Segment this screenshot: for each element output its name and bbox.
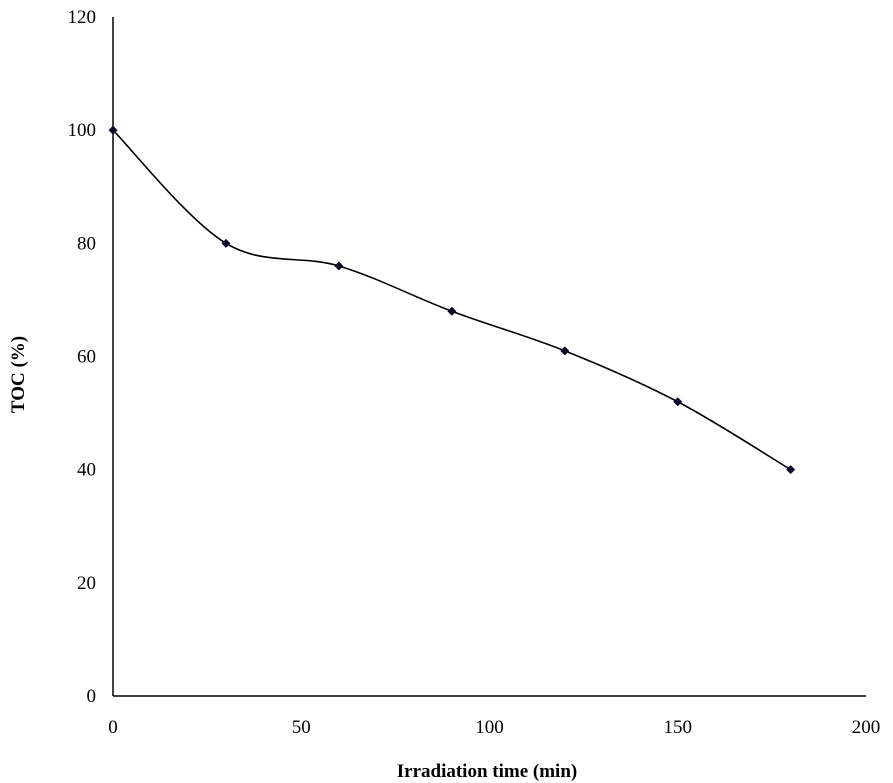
y-tick-label: 60 [77, 347, 96, 368]
y-tick-label: 100 [68, 120, 97, 141]
data-point-marker [447, 306, 457, 316]
x-axis-ticks: 0 50 100 150 200 [108, 717, 880, 738]
x-tick-label: 100 [475, 717, 504, 738]
series-markers [108, 125, 796, 475]
series-line [112, 129, 792, 471]
data-point-marker [786, 465, 796, 475]
data-point-marker [221, 238, 231, 248]
data-point-marker [108, 125, 118, 135]
data-point-marker [334, 261, 344, 271]
axes [112, 17, 866, 697]
y-tick-label: 20 [77, 573, 96, 594]
x-tick-label: 150 [664, 717, 693, 738]
data-point-marker [673, 397, 683, 407]
y-tick-label: 120 [68, 7, 97, 28]
y-tick-label: 0 [87, 686, 97, 707]
y-tick-label: 40 [77, 460, 96, 481]
y-axis-title: TOC (%) [8, 336, 29, 413]
x-axis-title: Irradiation time (min) [397, 761, 577, 782]
data-point-marker [560, 346, 570, 356]
x-tick-label: 50 [292, 717, 311, 738]
y-axis-ticks: 0 20 40 60 80 100 120 [68, 7, 97, 707]
series-lines [112, 129, 792, 471]
y-tick-label: 80 [77, 233, 96, 254]
x-tick-label: 0 [108, 717, 118, 738]
x-tick-label: 200 [852, 717, 881, 738]
